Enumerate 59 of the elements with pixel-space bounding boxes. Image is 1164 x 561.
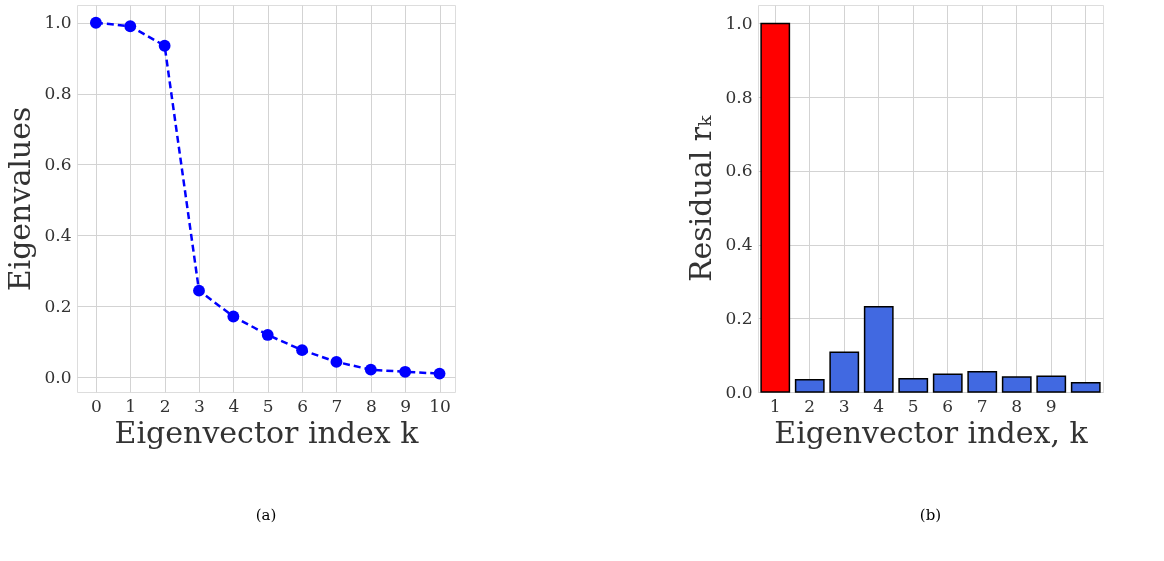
y-tick-label: 0.4 (725, 234, 753, 255)
x-tick-label: 1 (769, 395, 781, 416)
x-tick-label: 3 (838, 395, 850, 416)
x-tick-label: 1 (125, 395, 137, 416)
bar (829, 351, 860, 393)
x-tick-label: 8 (1011, 395, 1023, 416)
point (399, 365, 412, 378)
bar (1036, 375, 1067, 393)
y-axis-title: Residual rₖ (683, 114, 719, 283)
x-tick-label: 0 (90, 395, 102, 416)
y-tick-label: 0.6 (44, 153, 72, 174)
point (158, 39, 171, 52)
point (227, 310, 240, 323)
bar (1001, 376, 1032, 393)
x-tick-label: 6 (297, 395, 308, 416)
bar (794, 379, 825, 393)
bar (1070, 382, 1101, 393)
point (330, 355, 343, 368)
y-tick-label: 0.4 (44, 224, 72, 245)
x-tick-label: 10 (429, 395, 451, 416)
bar (863, 306, 894, 393)
x-tick-label: 9 (400, 395, 412, 416)
y-tick-label: 0.2 (725, 307, 753, 328)
x-axis-title: Eigenvector index, k (774, 414, 1089, 450)
bar (932, 373, 963, 393)
point (261, 329, 274, 341)
point (433, 367, 446, 380)
x-tick-label: 9 (1045, 395, 1057, 416)
y-axis-title: Eigenvalues (2, 106, 38, 292)
y-tick-label: 0.6 (725, 160, 753, 181)
text: (a) (255, 506, 277, 524)
point (124, 20, 137, 33)
x-tick-label: 6 (942, 395, 954, 416)
point (193, 284, 205, 297)
bar (967, 370, 998, 393)
x-tick-label: 2 (159, 395, 171, 416)
point (364, 363, 377, 376)
point (296, 344, 308, 357)
y-tick-label: 1.0 (725, 12, 753, 33)
bar (898, 377, 929, 393)
x-tick-label: 7 (976, 395, 988, 416)
y-tick-label: 0.8 (44, 83, 72, 104)
x-tick-label: 8 (365, 395, 377, 416)
x-tick-label: 7 (331, 395, 343, 416)
x-tick-label: 3 (194, 395, 205, 416)
y-tick-label: 1.0 (44, 12, 72, 33)
y-tick-label: 0.8 (725, 86, 753, 107)
point (89, 16, 102, 29)
x-tick-label: 4 (873, 395, 885, 416)
y-tick-label: 0.0 (725, 381, 753, 402)
x-tick-label: 4 (228, 395, 240, 416)
x-tick-label: 5 (907, 395, 919, 416)
x-tick-label: 2 (804, 395, 816, 416)
text: (b) (919, 506, 942, 524)
x-axis-title: Eigenvector index k (114, 414, 420, 450)
y-tick-label: 0.0 (44, 366, 72, 387)
y-tick-label: 0.2 (44, 295, 72, 316)
bar (760, 22, 791, 393)
x-tick-label: 5 (262, 395, 274, 416)
